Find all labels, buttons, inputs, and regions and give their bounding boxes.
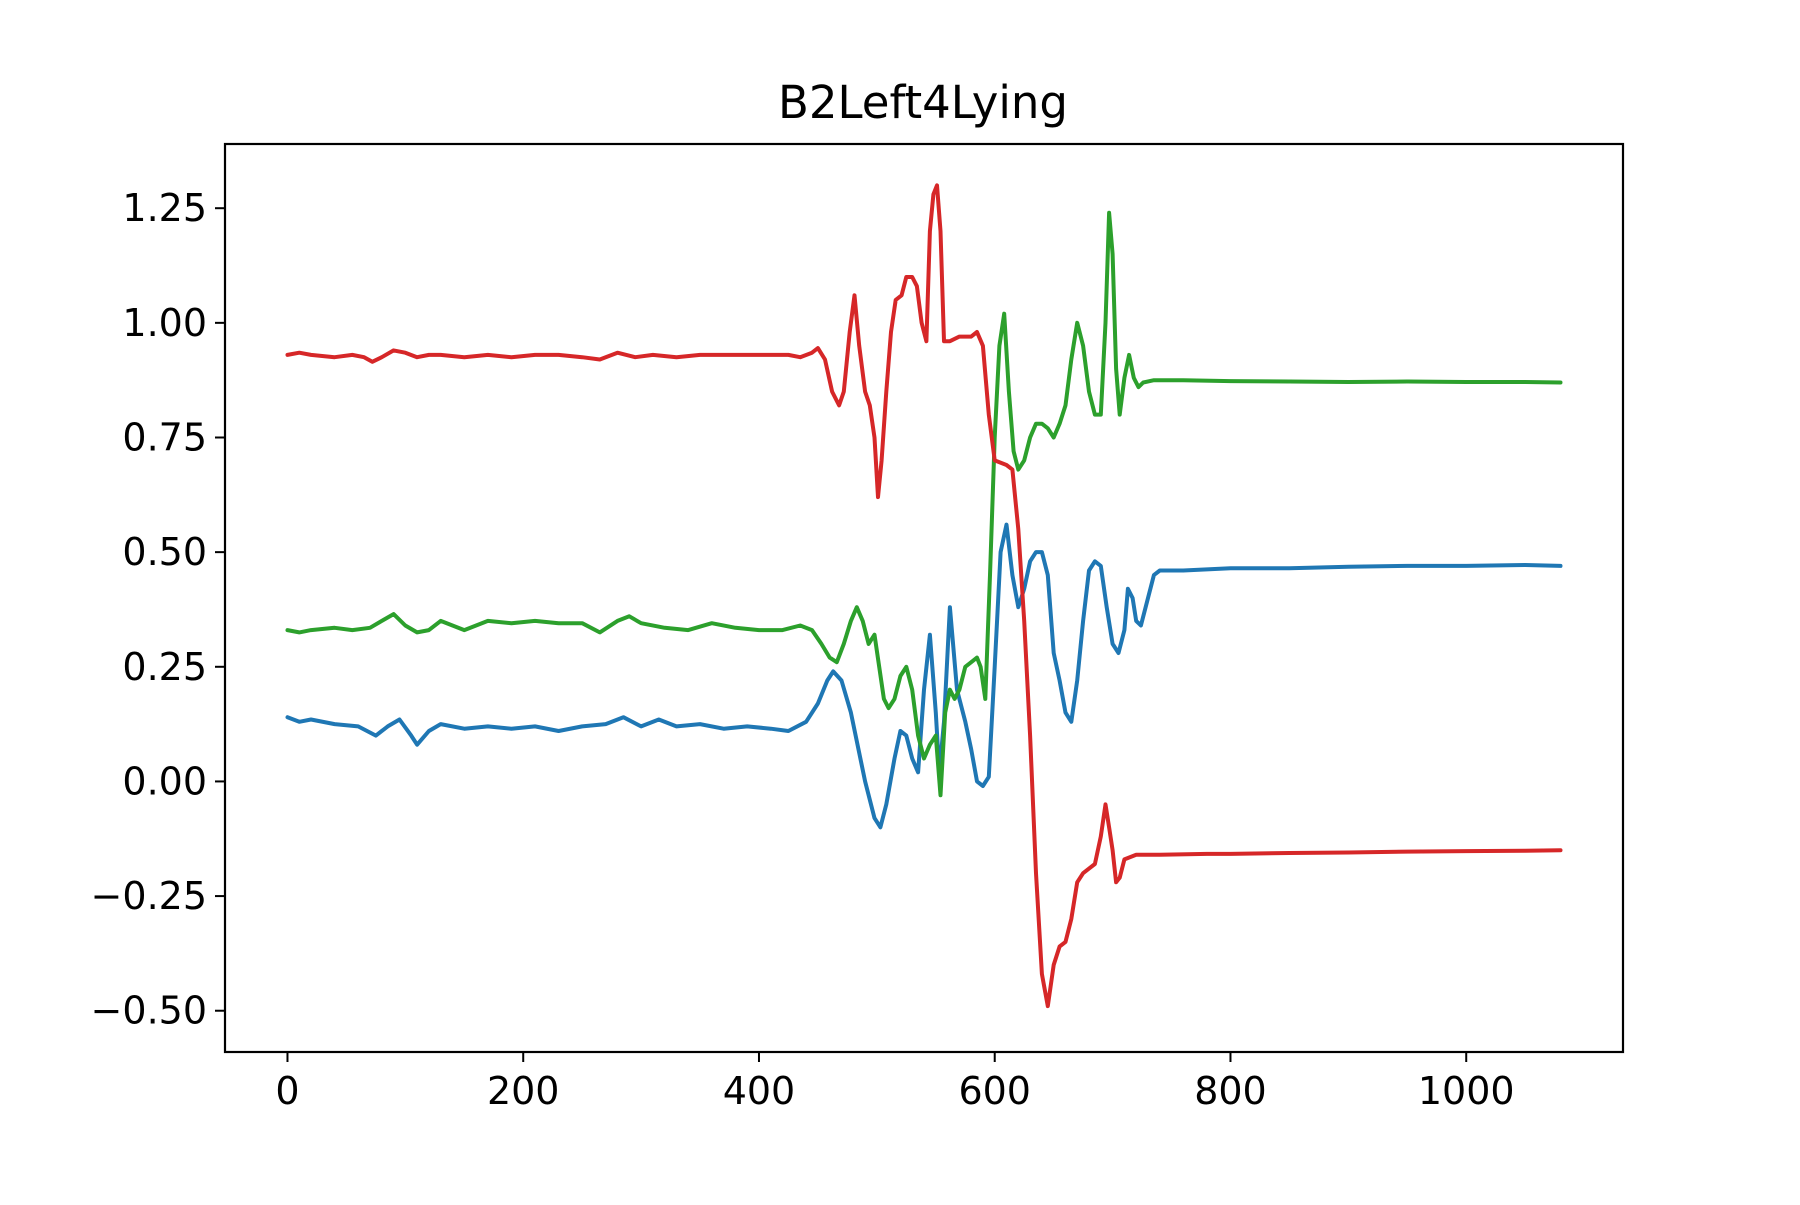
chart-title: B2Left4Lying xyxy=(778,76,1068,129)
x-tick-label: 0 xyxy=(275,1069,299,1113)
x-tick-label: 600 xyxy=(958,1069,1031,1113)
y-tick-label: 1.00 xyxy=(122,301,207,345)
y-tick-label: −0.50 xyxy=(91,989,207,1033)
x-tick-label: 200 xyxy=(487,1069,560,1113)
y-tick-label: 1.25 xyxy=(122,186,207,230)
x-tick-label: 800 xyxy=(1194,1069,1267,1113)
series-line-3 xyxy=(285,183,1563,1009)
y-tick-label: 0.25 xyxy=(122,645,207,689)
series-line-2 xyxy=(285,210,1563,798)
x-axis: 0 200 400 600 800 1000 xyxy=(275,1052,1515,1113)
x-tick-label: 400 xyxy=(723,1069,796,1113)
y-tick-label: −0.25 xyxy=(91,874,207,918)
series-layer xyxy=(285,183,1563,1009)
y-axis: −0.50 −0.25 0.00 0.25 0.50 0.75 1.00 1.25 xyxy=(91,186,225,1033)
series-line-1 xyxy=(285,522,1563,830)
plot-area-frame xyxy=(223,142,1625,1054)
y-tick-label: 0.75 xyxy=(122,415,207,459)
x-tick-label: 1000 xyxy=(1418,1069,1515,1113)
y-tick-label: 0.50 xyxy=(122,530,207,574)
y-tick-label: 0.00 xyxy=(122,759,207,803)
